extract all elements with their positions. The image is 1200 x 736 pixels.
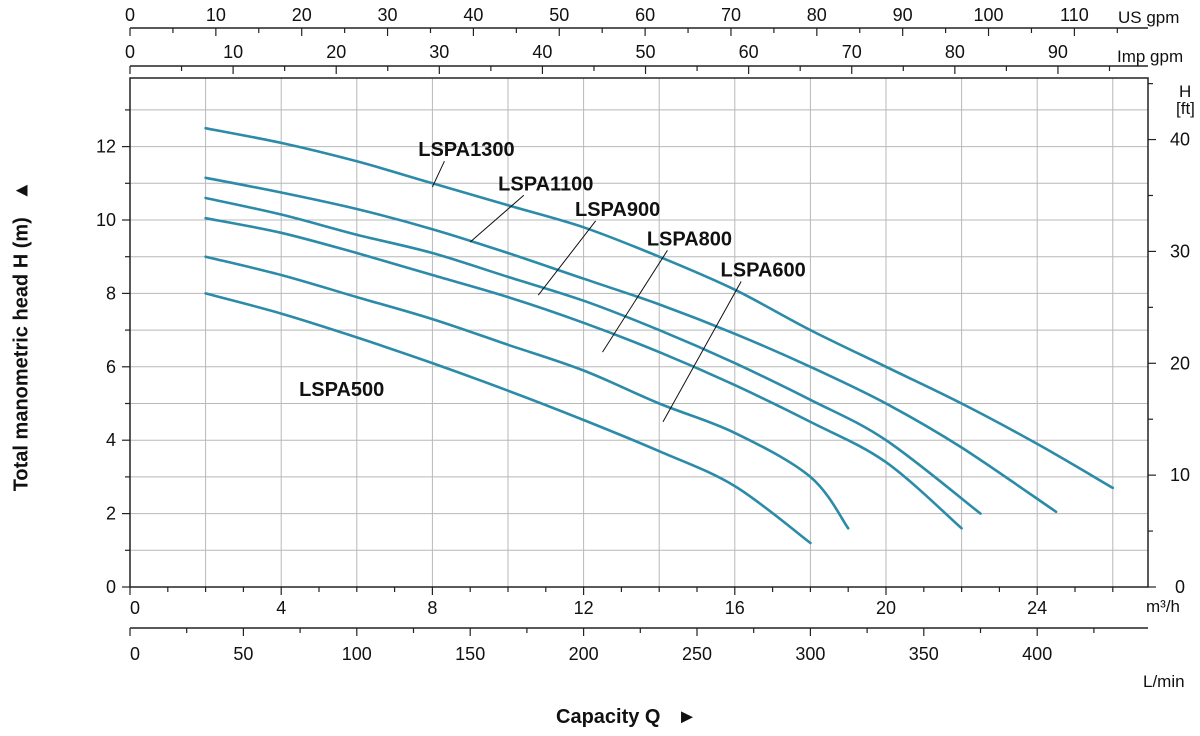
series-label-lspa1100: LSPA1100 [498,173,593,195]
imp-gpm-tick-label: 30 [429,42,449,62]
us-gpm-tick-label: 10 [206,5,226,25]
series-layer [204,126,1115,545]
ft-tick-label: 30 [1170,241,1190,261]
series-label-lspa500: LSPA500 [299,379,384,401]
lmin-tick-label: 150 [455,644,485,664]
imp-gpm-tick-label: 20 [326,42,346,62]
series-label-lspa900: LSPA900 [575,199,660,221]
imp-gpm-tick-label: 80 [945,42,965,62]
pointer-line-lspa800 [602,250,668,353]
pointer-line-lspa1100 [469,194,525,243]
x-unit-lmin: L/min [1143,672,1185,691]
series-line-lspa800 [204,216,963,530]
lmin-tick-label: 50 [233,644,253,664]
imp-gpm-tick-label: 70 [842,42,862,62]
us-gpm-tick-label: 100 [974,5,1004,25]
y-tick-label: 8 [106,283,116,303]
ft-tick-label: 0 [1175,577,1185,597]
us-gpm-tick-label: 90 [893,5,913,25]
series-line-lspa500 [204,292,812,545]
x-unit-imp-gpm: Imp gpm [1117,47,1184,66]
label-layer: LSPA1300 LSPA1100 LSPA900 LSPA800 LSPA600 LSP… [299,139,806,423]
series-label-lspa600: LSPA600 [721,260,806,282]
lmin-tick-label: 0 [130,644,140,664]
y-axis-title: Total manometric head H (m) ▲ [10,180,33,492]
x-axis-arrow-icon: ► [677,706,697,728]
pointer-line-lspa900 [537,220,597,296]
x-tick-label: 12 [574,598,594,618]
series-line-lspa1100 [204,176,1058,514]
plot-frame [129,77,1149,588]
x-unit-m3h: m³/h [1146,597,1180,616]
pointer-line-lspa1300 [431,160,445,188]
us-gpm-tick-label: 110 [1060,5,1089,25]
series-line-lspa1300 [204,126,1115,490]
ft-tick-label: 20 [1170,353,1190,373]
lmin-tick-label: 100 [342,644,372,664]
us-gpm-tick-label: 20 [292,5,312,25]
y-tick-label: 4 [106,430,116,450]
y-tick-label: 2 [106,504,116,524]
x-axis-title: Capacity Q ► [556,706,697,728]
imp-gpm-tick-label: 40 [532,42,552,62]
y-tick-label: 10 [96,210,116,230]
us-gpm-tick-label: 70 [721,5,741,25]
lmin-tick-label: 400 [1022,644,1052,664]
pointer-line-lspa600 [662,281,742,423]
imp-gpm-tick-label: 60 [739,42,759,62]
x-tick-label: 4 [276,598,286,618]
x-tick-label: 8 [427,598,437,618]
imp-gpm-tick-label: 10 [223,42,243,62]
y-unit-ft: [ft] [1176,99,1195,118]
x-tick-label: 16 [725,598,745,618]
us-gpm-tick-label: 60 [635,5,655,25]
y-axis-arrow-icon: ▲ [10,180,33,201]
ft-tick-label: 40 [1170,130,1190,150]
us-gpm-tick-label: 40 [463,5,483,25]
lmin-tick-label: 200 [569,644,599,664]
lmin-tick-label: 250 [682,644,712,664]
y-tick-label: 6 [106,357,116,377]
ft-tick-label: 10 [1170,465,1190,485]
y-tick-label: 12 [96,137,116,157]
lmin-tick-label: 300 [795,644,825,664]
lmin-tick-label: 350 [909,644,939,664]
x-tick-label: 20 [876,598,896,618]
series-line-lspa900 [204,196,982,515]
us-gpm-tick-label: 50 [549,5,569,25]
x-tick-label: 0 [130,598,140,618]
imp-gpm-tick-label: 50 [636,42,656,62]
us-gpm-tick-label: 30 [378,5,398,25]
grid-layer [130,78,1148,587]
y-tick-label: 0 [106,577,116,597]
us-gpm-tick-label: 80 [807,5,827,25]
x-unit-us-gpm: US gpm [1118,8,1180,27]
series-line-lspa600 [204,255,850,530]
series-label-lspa1300: LSPA1300 [418,139,514,161]
us-gpm-tick-label: 0 [125,5,135,25]
imp-gpm-tick-label: 0 [125,42,135,62]
y-unit-h: H [1179,82,1192,101]
x-tick-label: 24 [1027,598,1047,618]
series-label-lspa800: LSPA800 [647,228,732,250]
imp-gpm-tick-label: 90 [1048,42,1068,62]
